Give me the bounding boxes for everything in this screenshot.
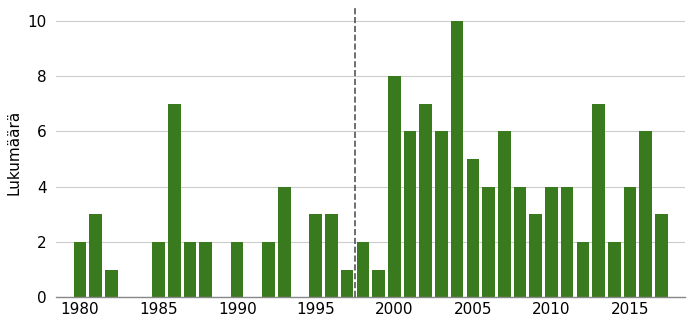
- Bar: [262, 242, 275, 297]
- Bar: [184, 242, 197, 297]
- Bar: [231, 242, 244, 297]
- Bar: [356, 242, 370, 297]
- Bar: [592, 104, 605, 297]
- Bar: [89, 214, 102, 297]
- Bar: [545, 187, 558, 297]
- Bar: [388, 76, 401, 297]
- Bar: [278, 187, 291, 297]
- Bar: [623, 187, 637, 297]
- Bar: [403, 131, 417, 297]
- Bar: [655, 214, 668, 297]
- Bar: [325, 214, 338, 297]
- Bar: [561, 187, 574, 297]
- Bar: [608, 242, 621, 297]
- Bar: [168, 104, 181, 297]
- Bar: [105, 270, 118, 297]
- Bar: [341, 270, 354, 297]
- Y-axis label: Lukumäärä: Lukumäärä: [7, 110, 22, 195]
- Bar: [498, 131, 511, 297]
- Bar: [513, 187, 527, 297]
- Bar: [199, 242, 212, 297]
- Bar: [451, 21, 464, 297]
- Bar: [372, 270, 385, 297]
- Bar: [152, 242, 165, 297]
- Bar: [435, 131, 448, 297]
- Bar: [309, 214, 322, 297]
- Bar: [74, 242, 86, 297]
- Bar: [482, 187, 495, 297]
- Bar: [419, 104, 432, 297]
- Bar: [529, 214, 542, 297]
- Bar: [466, 159, 479, 297]
- Bar: [576, 242, 589, 297]
- Bar: [639, 131, 652, 297]
